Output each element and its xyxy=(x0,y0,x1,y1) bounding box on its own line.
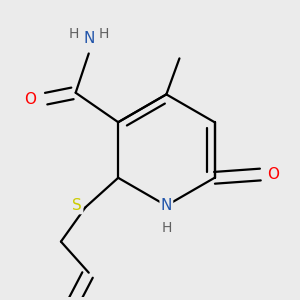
Text: N: N xyxy=(161,198,172,213)
Text: O: O xyxy=(267,167,279,182)
Text: O: O xyxy=(25,92,37,107)
Text: H: H xyxy=(161,221,172,235)
Text: H: H xyxy=(69,27,79,41)
Text: H: H xyxy=(98,27,109,41)
Text: S: S xyxy=(72,198,82,213)
Text: N: N xyxy=(83,31,94,46)
